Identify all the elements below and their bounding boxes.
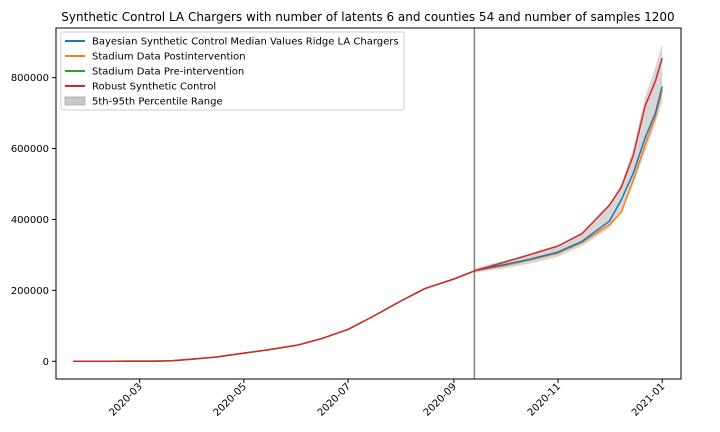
series-line-robust (73, 57, 663, 363)
legend: Bayesian Synthetic Control Median Values… (60, 31, 405, 111)
x-tick-label: 2020-07 (316, 381, 353, 418)
legend-box (60, 31, 405, 111)
legend-label: 5th-95th Percentile Range (92, 97, 223, 108)
y-tick-label: 600000 (11, 144, 49, 155)
legend-label: Bayesian Synthetic Control Median Values… (92, 37, 399, 48)
legend-label: Robust Synthetic Control (92, 82, 216, 93)
y-tick-label: 400000 (11, 215, 49, 226)
percentile-band (474, 44, 663, 273)
y-tick-label: 0 (43, 357, 49, 368)
plot-area (73, 28, 663, 379)
legend-swatch-band (64, 96, 86, 106)
x-tick-label: 2021-01 (630, 381, 667, 418)
x-tick-label: 2020-05 (212, 381, 249, 418)
legend-label: Stadium Data Postintervention (92, 52, 246, 63)
chart-title: Synthetic Control LA Chargers with numbe… (61, 10, 674, 24)
axes-frame (55, 27, 682, 380)
y-tick-label: 800000 (11, 73, 49, 84)
x-tick-label: 2020-11 (526, 381, 563, 418)
y-tick-label: 200000 (11, 286, 49, 297)
series-line-bayesian (474, 86, 663, 272)
series-line-post (474, 89, 663, 272)
x-tick-label: 2020-03 (107, 381, 144, 418)
series-line-pre (73, 270, 475, 363)
legend-label: Stadium Data Pre-intervention (92, 67, 244, 78)
x-tick-label: 2020-09 (422, 381, 459, 418)
